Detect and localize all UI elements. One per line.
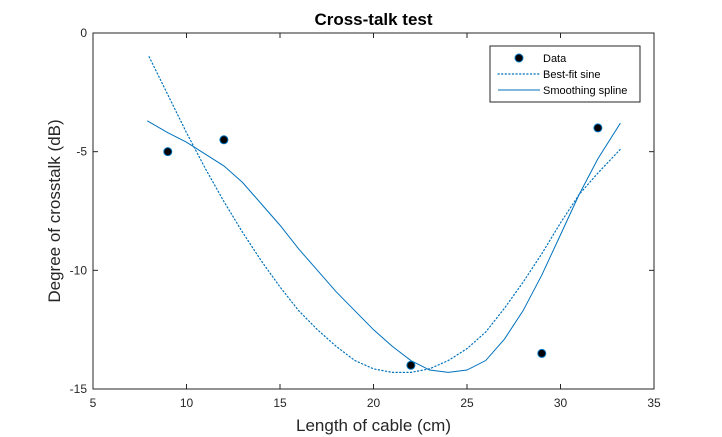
series-line-best-fit-sine xyxy=(148,56,621,373)
x-tick-label: 5 xyxy=(90,396,97,410)
x-tick-label: 10 xyxy=(180,396,194,410)
legend-label: Smoothing spline xyxy=(543,85,627,97)
legend-label: Data xyxy=(543,53,567,65)
y-tick-label: -10 xyxy=(70,263,88,277)
x-tick-label: 30 xyxy=(554,396,568,410)
chart-title: Cross-talk test xyxy=(314,10,432,29)
y-tick-label: -5 xyxy=(76,145,87,159)
y-tick-label: 0 xyxy=(80,26,87,40)
x-axis-label: Length of cable (cm) xyxy=(296,416,451,435)
axes: 5 10 15 20 25 30 35 0 -5 -10 -15 xyxy=(70,26,661,410)
x-tick-label: 20 xyxy=(367,396,381,410)
legend-label: Best-fit sine xyxy=(543,69,600,81)
data-point xyxy=(537,348,547,358)
series-line-smoothing-spline xyxy=(146,120,621,373)
y-axis-label: Degree of crosstalk (dB) xyxy=(45,119,64,302)
data-point xyxy=(406,360,416,370)
data-point xyxy=(593,123,603,133)
plot-area xyxy=(146,56,621,373)
legend-marker xyxy=(514,53,524,63)
data-point xyxy=(163,147,173,157)
x-tick-label: 35 xyxy=(647,396,661,410)
legend-box xyxy=(489,45,641,103)
legend: Data Best-fit sine Smoothing spline xyxy=(489,45,641,103)
x-tick-label: 15 xyxy=(273,396,287,410)
data-point xyxy=(219,135,229,145)
y-tick-label: -15 xyxy=(70,382,88,396)
x-tick-label: 25 xyxy=(460,396,474,410)
